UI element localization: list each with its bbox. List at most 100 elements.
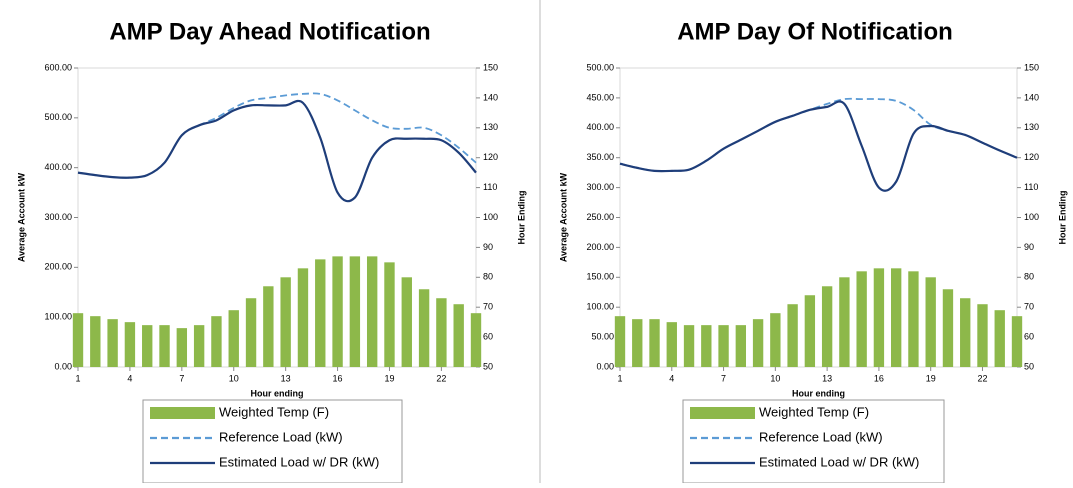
y2-axis-label: Hour Ending: [516, 191, 526, 245]
y2-tick-label: 50: [483, 361, 493, 371]
bar: [453, 304, 464, 367]
x-axis-label: Hour ending: [251, 388, 304, 398]
bar: [890, 268, 902, 367]
y-tick-label: 0.00: [596, 361, 614, 371]
legend-label: Reference Load (kW): [219, 429, 343, 444]
bar: [839, 277, 850, 367]
x-tick-label: 16: [874, 373, 884, 383]
bar: [436, 298, 447, 367]
bar: [384, 262, 395, 367]
x-tick-label: 10: [770, 373, 780, 383]
chart-title: AMP Day Of Notification: [677, 18, 953, 45]
bar: [787, 304, 798, 367]
y-tick-label: 150.00: [586, 272, 614, 282]
y-tick-label: 300.00: [44, 212, 72, 222]
x-tick-label: 1: [617, 373, 622, 383]
chart: AMP Day Of Notification0.0050.00100.0015…: [558, 18, 1067, 484]
y-tick-label: 200.00: [44, 262, 72, 272]
bar: [349, 256, 361, 367]
y2-tick-label: 120: [1024, 152, 1039, 162]
bar: [994, 310, 1005, 367]
x-tick-label: 10: [229, 373, 239, 383]
y2-tick-label: 130: [1024, 122, 1039, 132]
y-tick-label: 100.00: [586, 302, 614, 312]
x-tick-label: 16: [333, 373, 343, 383]
chart-title: AMP Day Ahead Notification: [109, 18, 430, 45]
bar: [873, 268, 885, 367]
legend-label: Estimated Load w/ DR (kW): [219, 454, 379, 469]
x-tick-label: 19: [926, 373, 936, 383]
y2-tick-label: 70: [1024, 302, 1034, 312]
y2-tick-label: 80: [1024, 272, 1034, 282]
x-tick-label: 13: [822, 373, 832, 383]
bar: [159, 325, 170, 367]
legend-swatch: [690, 407, 755, 419]
legend-label: Estimated Load w/ DR (kW): [759, 454, 919, 469]
y2-tick-label: 150: [483, 62, 498, 72]
x-tick-label: 7: [721, 373, 726, 383]
bar: [856, 271, 867, 367]
bar: [107, 319, 118, 367]
bar: [614, 316, 626, 367]
y2-tick-label: 70: [483, 302, 493, 312]
bar: [193, 325, 205, 367]
y2-tick-label: 80: [483, 272, 493, 282]
y2-tick-label: 50: [1024, 361, 1034, 371]
y-tick-label: 0.00: [54, 361, 72, 371]
y-tick-label: 100.00: [44, 312, 72, 322]
x-tick-label: 13: [281, 373, 291, 383]
bar: [332, 256, 343, 367]
y-tick-label: 450.00: [586, 92, 614, 102]
y2-tick-label: 60: [1024, 331, 1034, 341]
y-tick-label: 300.00: [586, 182, 614, 192]
y2-axis-label: Hour Ending: [1057, 191, 1067, 245]
bar: [228, 310, 239, 367]
bar: [1011, 316, 1023, 367]
bar: [470, 313, 482, 367]
x-tick-label: 4: [669, 373, 674, 383]
bar: [315, 259, 326, 367]
bar: [804, 295, 816, 367]
y-tick-label: 350.00: [586, 152, 614, 162]
bar: [683, 325, 695, 367]
y2-tick-label: 110: [483, 182, 497, 192]
x-tick-label: 4: [127, 373, 132, 383]
x-tick-label: 19: [384, 373, 394, 383]
bar: [263, 286, 274, 367]
x-tick-label: 22: [436, 373, 446, 383]
bar: [142, 325, 153, 367]
plot-frame: [77, 67, 477, 368]
legend-label: Weighted Temp (F): [759, 404, 869, 419]
y-tick-label: 50.00: [591, 331, 614, 341]
bar: [418, 289, 430, 367]
y2-tick-label: 90: [483, 242, 493, 252]
bar: [942, 289, 954, 367]
bar: [211, 316, 222, 367]
bar: [735, 325, 747, 367]
bar: [752, 319, 764, 367]
y-tick-label: 250.00: [586, 212, 614, 222]
y-tick-label: 500.00: [586, 62, 614, 72]
legend-label: Reference Load (kW): [759, 429, 883, 444]
y2-tick-label: 60: [483, 331, 493, 341]
bar: [124, 322, 136, 367]
bar: [632, 319, 643, 367]
bar: [718, 325, 729, 367]
bar: [925, 277, 936, 367]
bar: [176, 328, 188, 367]
y-axis-label: Average Account kW: [558, 172, 568, 262]
line: [77, 99, 477, 203]
x-tick-label: 7: [179, 373, 184, 383]
bar: [960, 298, 971, 367]
bar: [908, 271, 919, 367]
bar: [245, 298, 257, 367]
chart: AMP Day Ahead Notification 0.00 100.00 200.…: [16, 18, 526, 484]
line: [619, 100, 1018, 192]
bar: [770, 313, 781, 367]
bar: [90, 316, 101, 367]
y2-tick-label: 110: [1024, 182, 1038, 192]
bar: [649, 319, 660, 367]
plot-frame: [619, 67, 1018, 368]
y-tick-label: 400.00: [44, 162, 72, 172]
